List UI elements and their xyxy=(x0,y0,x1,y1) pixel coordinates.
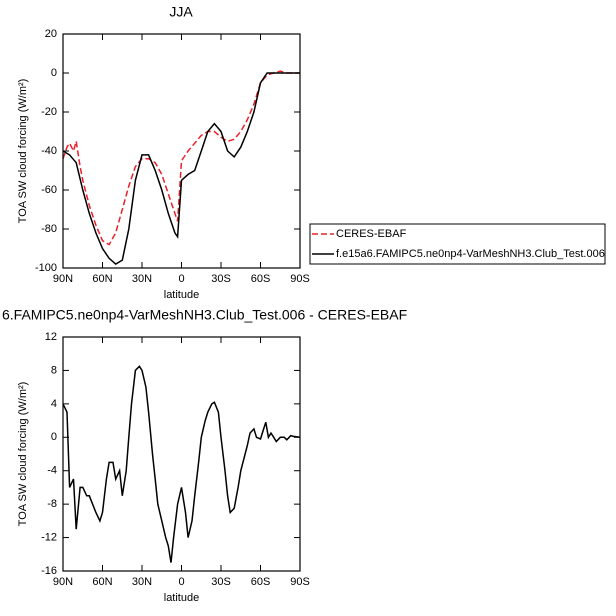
x-tick-label: 90S xyxy=(290,273,310,285)
y-tick-label: -12 xyxy=(41,531,57,543)
series-line xyxy=(62,70,300,246)
plot-frame xyxy=(62,33,301,269)
series-line xyxy=(62,72,300,266)
y-tick-label: -60 xyxy=(41,184,57,196)
y-axis-label: TOA SW cloud forcing (W/m²) xyxy=(17,382,29,527)
x-tick-label: 60S xyxy=(251,273,271,285)
legend-label: CERES-EBAF xyxy=(336,228,407,240)
y-tick-label: -80 xyxy=(41,223,57,235)
x-tick-label: 30N xyxy=(132,576,152,588)
x-tick-label: 0 xyxy=(178,273,184,285)
y-tick-label: -8 xyxy=(47,498,57,510)
x-tick-label: 30S xyxy=(211,576,231,588)
y-tick-label: -4 xyxy=(47,465,57,477)
y-axis-label: TOA SW cloud forcing (W/m²) xyxy=(17,79,29,224)
x-tick-label: 30N xyxy=(132,273,152,285)
x-axis-label: latitude xyxy=(164,592,199,604)
x-tick-label: 60N xyxy=(92,576,112,588)
y-tick-label: 8 xyxy=(51,364,57,376)
x-tick-label: 0 xyxy=(178,576,184,588)
chart-title: JJA xyxy=(169,4,193,20)
x-tick-label: 90N xyxy=(53,273,73,285)
y-tick-label: 4 xyxy=(51,398,57,410)
x-tick-label: 60N xyxy=(92,273,112,285)
x-tick-label: 90N xyxy=(53,576,73,588)
legend-label: f.e15a6.FAMIPC5.ne0np4-VarMeshNH3.Club_T… xyxy=(336,248,605,260)
legend-box xyxy=(309,223,606,265)
series-line xyxy=(62,365,301,563)
y-tick-label: 12 xyxy=(45,331,57,343)
y-tick-label: -16 xyxy=(41,565,57,577)
chart-title: 6.FAMIPC5.ne0np4-VarMeshNH3.Club_Test.00… xyxy=(2,307,407,323)
y-tick-label: 0 xyxy=(51,67,57,79)
y-tick-label: -40 xyxy=(41,145,57,157)
y-tick-label: -100 xyxy=(35,262,57,274)
plot-frame xyxy=(62,336,301,572)
x-axis-label: latitude xyxy=(164,289,199,301)
x-tick-label: 30S xyxy=(211,273,231,285)
y-tick-label: 0 xyxy=(51,431,57,443)
x-tick-label: 60S xyxy=(251,576,271,588)
y-tick-label: 20 xyxy=(45,28,57,40)
x-tick-label: 90S xyxy=(290,576,310,588)
y-tick-label: -20 xyxy=(41,106,57,118)
